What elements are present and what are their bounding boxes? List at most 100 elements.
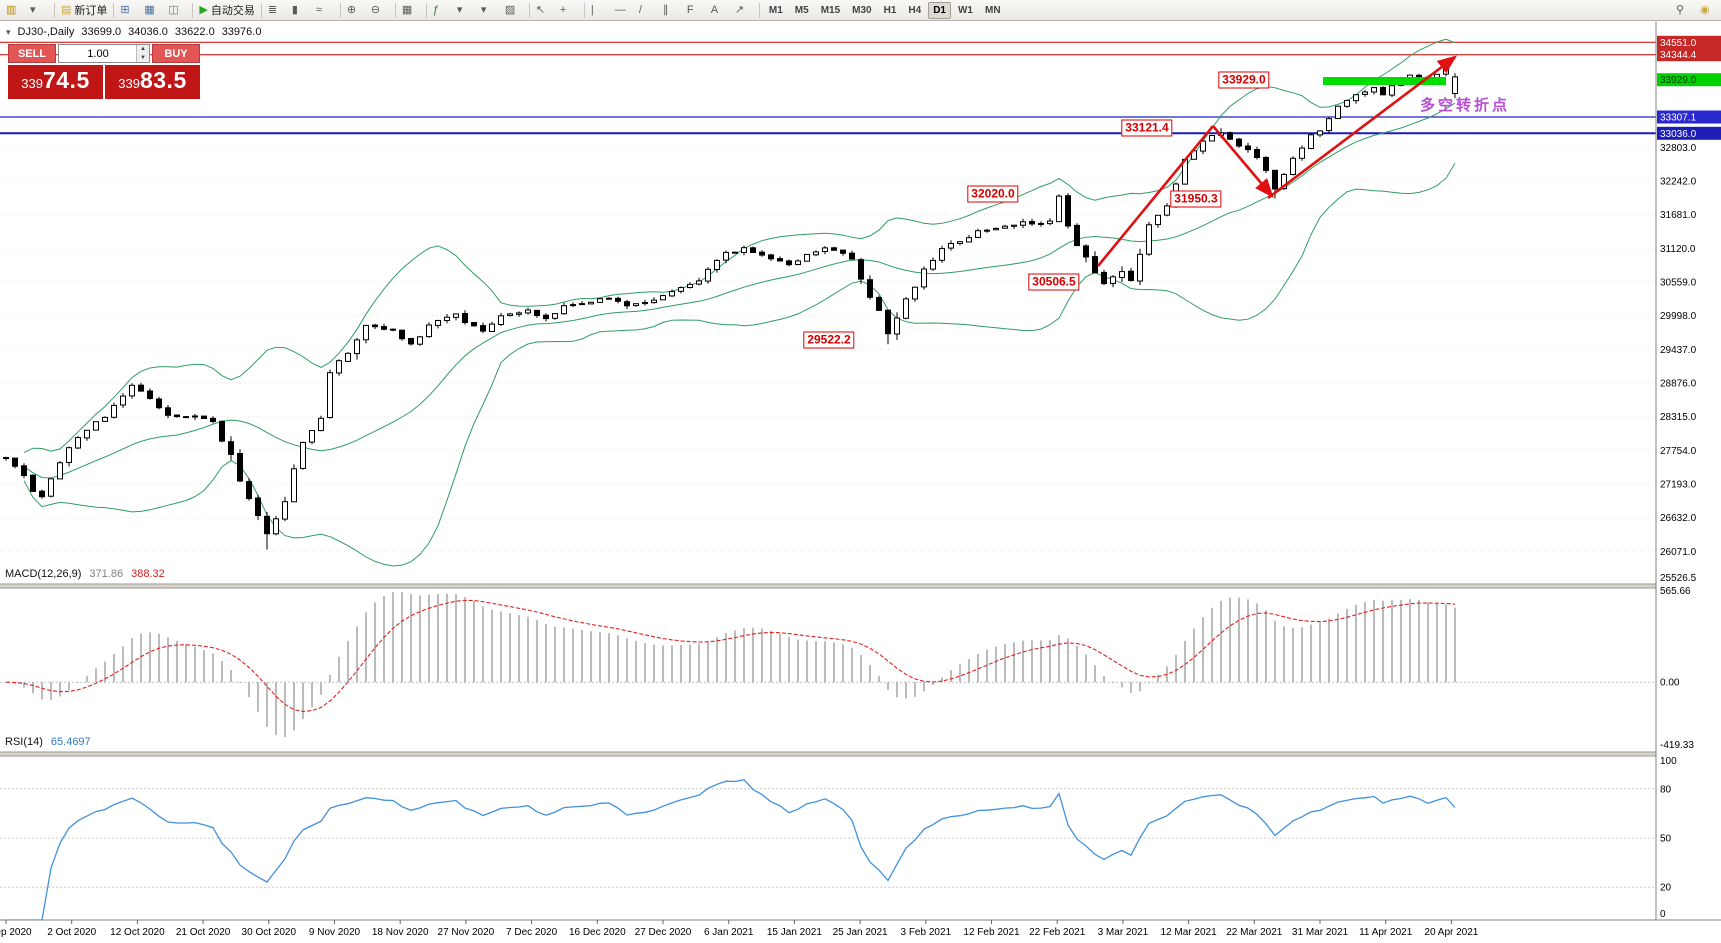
sell-button[interactable]: SELL [8, 44, 56, 63]
price-tag: 34551.0 [1657, 35, 1721, 49]
turning-point-note[interactable]: 多空转折点 [1420, 97, 1511, 114]
new-order-button-icon: ▤ [61, 3, 72, 16]
market-watch-button[interactable]: ⊞ [117, 0, 141, 20]
macd-panel[interactable] [0, 592, 1656, 737]
date-label: 3 Mar 2021 [1098, 927, 1149, 938]
new-order-button[interactable]: ▤ 新订单 [58, 0, 110, 20]
chart-canvas[interactable]: 32803.0 32242.0 31681.0 31120.0 30559.0 29998… [0, 22, 1721, 943]
candle [1155, 214, 1161, 228]
candle-chart-button[interactable]: ▮ [289, 0, 313, 20]
price-annotation-label[interactable]: 30506.5 [1028, 273, 1080, 291]
rsi-panel[interactable] [0, 778, 1656, 920]
fibonacci-button[interactable]: F [684, 0, 708, 20]
zoom-out-button[interactable]: ⊖ [368, 0, 392, 20]
candle [552, 313, 558, 320]
new-chart-button[interactable]: ▥ [3, 0, 27, 20]
candle [516, 311, 522, 317]
rsi-name: RSI(14) [5, 736, 43, 748]
community-button[interactable]: ◉ [1697, 0, 1721, 20]
chart-window[interactable]: 32803.0 32242.0 31681.0 31120.0 30559.0 29998… [0, 22, 1721, 943]
spinner-up-icon[interactable]: ▲ [137, 45, 149, 54]
one-click-toggle-icon[interactable]: ▾ [6, 26, 11, 37]
rsi-scale-label: 0 [1660, 909, 1666, 920]
trend-arrow[interactable] [1212, 125, 1274, 198]
price-scale[interactable]: 32803.0 32242.0 31681.0 31120.0 30559.0 29998… [1655, 22, 1721, 920]
autotrade-button[interactable]: ▶ 自动交易 [196, 0, 257, 20]
data-window-button[interactable]: ▦ [141, 0, 165, 20]
timeframe-m30-button[interactable]: M30 [852, 4, 872, 16]
price-annotation-label[interactable]: 32020.0 [967, 185, 1019, 203]
search-button-icon: ⚲ [1676, 3, 1685, 16]
price-scale-label: 32803.0 [1660, 143, 1697, 154]
timeframe-h1-button[interactable]: H1 [883, 4, 897, 16]
price-annotation-label[interactable]: 33929.0 [1218, 71, 1270, 89]
lot-size-input[interactable] [59, 47, 149, 60]
tile-windows-button[interactable]: ▦ [399, 0, 423, 20]
trendline-button[interactable]: / [636, 0, 660, 20]
text-label-button[interactable]: A [708, 0, 732, 20]
timeframe-w1-button[interactable]: W1 [957, 4, 973, 16]
toolbar-separator [113, 2, 115, 18]
candle [120, 393, 126, 408]
main-price-panel[interactable] [0, 38, 1656, 567]
candle [534, 309, 540, 318]
spinner-down-icon[interactable]: ▼ [137, 53, 149, 62]
price-scale-label: 30559.0 [1660, 277, 1697, 288]
sell-price-display[interactable]: 339 74.5 [8, 65, 103, 99]
equidistant-channel-button[interactable]: ∥ [660, 0, 684, 20]
candle [696, 277, 702, 286]
candle [1362, 90, 1368, 97]
bar-chart-button[interactable]: ≣ [265, 0, 289, 20]
candle [1389, 85, 1395, 98]
timeframe-d1-button[interactable]: D1 [928, 1, 951, 19]
rsi-scale-label: 50 [1660, 834, 1672, 845]
date-label: 8 Sep 2020 [0, 927, 32, 938]
timeframe-m15-button[interactable]: M15 [820, 4, 841, 16]
candle [1380, 86, 1386, 96]
price-scale-label: 26071.0 [1660, 547, 1697, 558]
vertical-line-button[interactable]: | [588, 0, 612, 20]
date-axis[interactable]: 8 Sep 2020 2 Oct 2020 12 Oct 2020 21 Oct 20… [0, 919, 1721, 938]
timeframe-h4-button[interactable]: H4 [908, 4, 922, 16]
price-annotation-label[interactable]: 33121.4 [1121, 119, 1173, 137]
highlight-band[interactable] [1323, 77, 1446, 85]
panel-separator[interactable] [0, 751, 1721, 757]
candle [435, 319, 441, 329]
price-annotation-label[interactable]: 31950.3 [1170, 190, 1222, 208]
crosshair-button[interactable]: + [557, 0, 581, 20]
periods-dropdown[interactable]: ▾ [478, 0, 502, 20]
timeframe-m5-button[interactable]: M5 [794, 4, 809, 16]
candle [786, 259, 792, 267]
chart-list-dropdown[interactable]: ▾ [27, 0, 51, 20]
navigator-button[interactable]: ◫ [165, 0, 189, 20]
candle [1335, 105, 1341, 120]
buy-button[interactable]: BUY [152, 44, 200, 63]
candle [633, 303, 639, 307]
toolbar-separator [394, 2, 396, 18]
trend-arrows[interactable] [1096, 55, 1458, 267]
line-chart-button[interactable]: ≈ [313, 0, 337, 20]
buy-price-display[interactable]: 339 83.5 [105, 65, 200, 99]
arrows-button[interactable]: ↗ [732, 0, 756, 20]
candle [993, 227, 999, 231]
trend-arrow[interactable] [1096, 125, 1215, 267]
timeframe-mn-button[interactable]: MN [984, 4, 1001, 16]
panel-separator[interactable] [0, 583, 1721, 589]
indicators-button[interactable]: ƒ [430, 0, 454, 20]
main-toolbar: ▥ ▾ ▤ 新订单 ⊞ ▦ ◫ ▶ 自动交易 ≣ ▮ ≈ ⊕ ⊖ ▦ ƒ ▾ ▾ ▨ ↖ + | — / ∥ F A ↗ M1 M5 M15… [0, 0, 1721, 21]
timeframe-m1-button[interactable]: M1 [768, 4, 783, 16]
horizontal-line-button[interactable]: — [612, 0, 636, 20]
candle [732, 251, 738, 254]
trend-arrow[interactable] [1267, 55, 1458, 200]
candle [948, 240, 954, 251]
templates-dropdown[interactable]: ▨ [502, 0, 526, 20]
indicators-dropdown[interactable]: ▾ [454, 0, 478, 20]
candle [1308, 133, 1314, 150]
zoom-in-button[interactable]: ⊕ [344, 0, 368, 20]
candle [975, 228, 981, 239]
candle [1452, 73, 1458, 99]
price-annotation-label[interactable]: 29522.2 [803, 331, 855, 349]
search-button[interactable]: ⚲ [1673, 0, 1697, 20]
cursor-button[interactable]: ↖ [533, 0, 557, 20]
candle [84, 429, 90, 441]
